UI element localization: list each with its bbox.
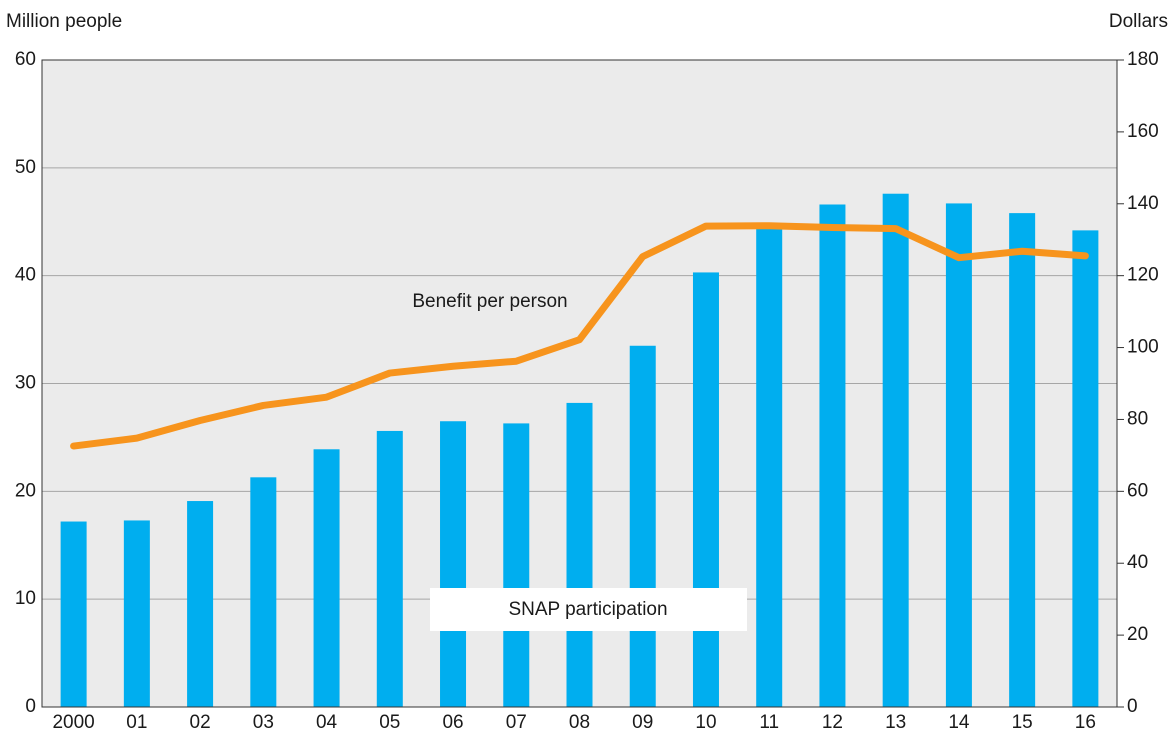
x-tick-label: 15 — [1012, 712, 1033, 733]
y-tick-label: 30 — [15, 373, 36, 394]
y-tick-label: 40 — [15, 265, 36, 286]
label-box — [430, 588, 747, 631]
x-tick-label: 02 — [190, 712, 211, 733]
bar — [250, 477, 277, 707]
x-tick-label: 03 — [253, 712, 274, 733]
series-label: Benefit per person — [412, 291, 567, 312]
bar — [1072, 230, 1099, 708]
bar — [1009, 213, 1036, 707]
y2-tick-label: 100 — [1127, 337, 1159, 358]
y2-tick-label: 160 — [1127, 121, 1159, 142]
x-tick-label: 05 — [379, 712, 400, 733]
y2-tick-label: 0 — [1127, 696, 1138, 717]
y2-tick-label: 60 — [1127, 480, 1148, 501]
y2-tick-label: 40 — [1127, 552, 1148, 573]
x-tick-label: 16 — [1075, 712, 1096, 733]
bar — [692, 272, 719, 707]
y2-tick-label: 20 — [1127, 624, 1148, 645]
bar — [629, 345, 656, 707]
line — [70, 222, 1089, 450]
bar — [376, 430, 403, 707]
x-tick-label: 12 — [822, 712, 843, 733]
y-tick-label: 20 — [15, 480, 36, 501]
y2-tick-label: 180 — [1127, 49, 1159, 70]
x-tick-label: 14 — [948, 712, 970, 733]
y2-tick-label: 140 — [1127, 193, 1159, 214]
bar — [440, 421, 467, 707]
bar — [503, 423, 530, 707]
bar — [187, 501, 214, 707]
bar — [60, 521, 87, 707]
bar — [882, 193, 909, 708]
x-tick-label: 11 — [759, 712, 779, 733]
y2-tick-label: 120 — [1127, 265, 1159, 286]
y-tick-label: 60 — [15, 49, 36, 70]
bar — [123, 520, 150, 707]
y2-axis-label: Dollars — [1109, 11, 1168, 32]
series-label: SNAP participation — [508, 599, 667, 620]
bar — [756, 224, 783, 708]
x-tick-label: 08 — [569, 712, 590, 733]
bar — [819, 204, 846, 707]
x-tick-label: 04 — [316, 712, 338, 733]
bar — [313, 449, 340, 707]
y-tick-label: 50 — [15, 157, 36, 178]
plot-frame — [41, 59, 1118, 708]
y-axis-label: Million people — [6, 11, 122, 32]
y-tick-label: 0 — [25, 696, 36, 717]
x-tick-label: 07 — [506, 712, 527, 733]
bar — [945, 203, 972, 707]
x-tick-label: 2000 — [52, 712, 94, 733]
x-tick-label: 06 — [442, 712, 463, 733]
x-tick-label: 10 — [695, 712, 716, 733]
x-tick-label: 09 — [632, 712, 653, 733]
y2-tick-label: 80 — [1127, 408, 1148, 429]
x-tick-label: 01 — [126, 712, 147, 733]
x-tick-label: 13 — [885, 712, 906, 733]
bar — [566, 402, 593, 707]
y-tick-label: 10 — [15, 588, 36, 609]
